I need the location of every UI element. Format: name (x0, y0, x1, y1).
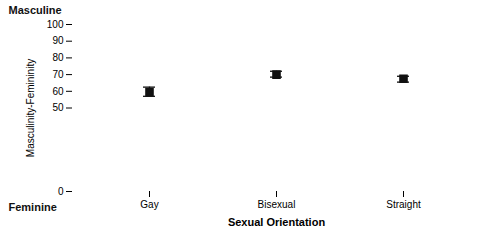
svg-text:60: 60 (52, 86, 64, 97)
svg-text:Straight: Straight (386, 199, 421, 210)
svg-text:Masculinity-Femininity: Masculinity-Femininity (25, 59, 36, 157)
svg-text:0: 0 (58, 186, 64, 197)
svg-text:90: 90 (52, 35, 64, 46)
svg-text:100: 100 (47, 19, 64, 30)
svg-text:Sexual Orientation: Sexual Orientation (228, 216, 325, 228)
svg-text:50: 50 (52, 102, 64, 113)
svg-text:Bisexual: Bisexual (258, 199, 296, 210)
svg-text:Feminine: Feminine (9, 201, 57, 213)
svg-text:Gay: Gay (140, 199, 158, 210)
svg-text:80: 80 (52, 52, 64, 63)
svg-text:70: 70 (52, 69, 64, 80)
svg-text:Masculine: Masculine (9, 4, 62, 16)
